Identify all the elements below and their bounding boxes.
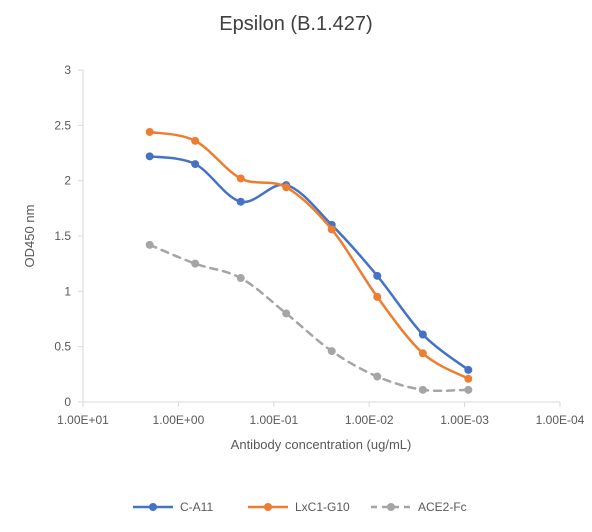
y-tick-label: 2	[64, 174, 71, 188]
data-point	[191, 259, 200, 268]
data-point	[191, 160, 200, 169]
series-layer	[145, 127, 473, 394]
data-point	[327, 347, 336, 356]
x-tick-label: 1.00E-04	[536, 413, 585, 427]
x-axis-title: Antibody concentration (ug/mL)	[231, 437, 412, 452]
data-point	[236, 197, 245, 206]
data-point	[236, 274, 245, 283]
series-2	[145, 127, 473, 383]
data-point	[464, 365, 473, 374]
data-point	[145, 152, 154, 161]
legend-swatch-marker	[264, 503, 272, 511]
y-tick-label: 0	[64, 395, 71, 409]
x-tick-label: 1.00E+00	[153, 413, 205, 427]
legend-item-2: LxC1-G10	[248, 500, 350, 514]
series-1	[145, 152, 473, 374]
data-point	[145, 240, 154, 249]
y-tick-label: 1	[64, 284, 71, 298]
legend-item-1: C-A11	[133, 500, 213, 514]
series-line	[148, 243, 470, 393]
data-point	[191, 136, 200, 145]
legend-swatch-marker	[387, 503, 395, 511]
data-point	[373, 271, 382, 280]
series-line	[148, 155, 470, 372]
chart-title: Epsilon (B.1.427)	[219, 13, 372, 35]
legend-label: LxC1-G10	[295, 500, 350, 514]
data-point	[145, 127, 154, 136]
y-axis-title: OD450 nm	[22, 205, 37, 268]
legend: C-A11 LxC1-G10 ACE2-Fc	[133, 500, 467, 514]
data-point	[418, 330, 427, 339]
y-tick-label: 2.5	[54, 118, 71, 132]
data-point	[282, 309, 291, 318]
data-point	[327, 225, 336, 234]
data-point	[236, 174, 245, 183]
data-point	[464, 374, 473, 383]
data-point	[418, 385, 427, 394]
x-tick-label: 1.00E+01	[57, 413, 109, 427]
data-point	[282, 183, 291, 192]
series-line	[148, 130, 470, 381]
legend-label: ACE2-Fc	[418, 500, 467, 514]
data-point	[373, 292, 382, 301]
y-tick-label: 1.5	[54, 229, 71, 243]
data-point	[418, 349, 427, 358]
axes: 0 0.5 1 1.5 2 2.5 3 1.00E+01 1.00E+00 1.00E-01 1.0…	[54, 63, 584, 427]
y-tick-label: 3	[64, 63, 71, 77]
x-tick-label: 1.00E-03	[440, 413, 489, 427]
legend-swatch-marker	[149, 503, 157, 511]
y-tick-label: 0.5	[54, 340, 71, 354]
x-tick-label: 1.00E-02	[345, 413, 394, 427]
data-point	[373, 372, 382, 381]
x-tick-label: 1.00E-01	[249, 413, 298, 427]
legend-item-3: ACE2-Fc	[371, 500, 467, 514]
legend-label: C-A11	[180, 500, 213, 514]
series-3	[145, 240, 473, 394]
data-point	[464, 385, 473, 394]
